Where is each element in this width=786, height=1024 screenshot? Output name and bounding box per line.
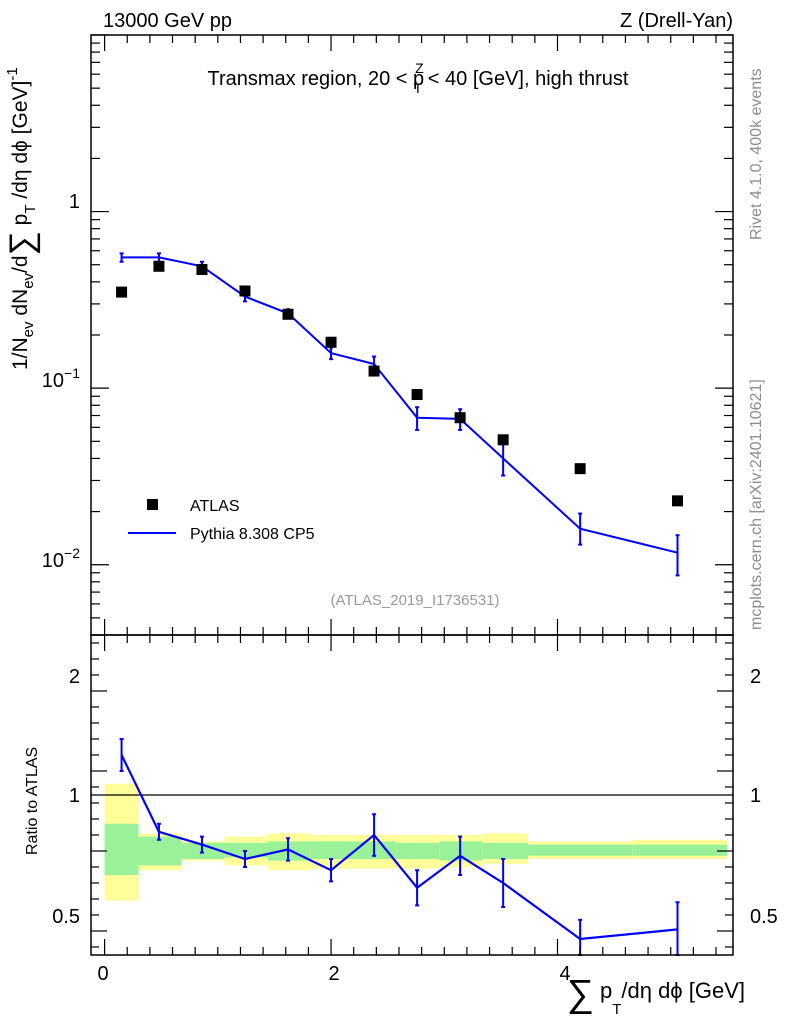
atlas-point <box>411 389 423 401</box>
mcplots-label: mcplots.cern.ch [arXiv:2401.10621] <box>748 379 765 630</box>
rivet-label: Rivet 4.1.0, 400k events <box>748 68 765 240</box>
atlas-point <box>454 412 466 424</box>
atlas-point <box>672 495 684 507</box>
ratio-band-inner <box>353 841 397 859</box>
legend: ATLAS Pythia 8.308 CP5 <box>128 498 315 543</box>
ratio-band-inner <box>310 841 354 859</box>
x-tick-label-4: 4 <box>559 963 570 985</box>
y-tick-label-1: 1 <box>69 191 80 213</box>
ratio-band-inner <box>632 844 728 856</box>
legend-label-atlas: ATLAS <box>190 498 240 515</box>
ratio-tick-label-0.5: 0.5 <box>52 906 80 928</box>
main-panel: Transmax region, 20 < pZ T < 40 [GeV], hi… <box>3 34 734 636</box>
ratio-band-inner <box>396 843 440 859</box>
atlas-point <box>325 336 337 348</box>
ratio-band-inner <box>439 841 483 861</box>
legend-marker-atlas <box>147 499 158 510</box>
analysis-label: (ATLAS_2019_I1736531) <box>330 592 499 609</box>
ratio-tick-label-2-right: 2 <box>750 666 761 688</box>
header-left: 13000 GeV pp <box>103 10 232 32</box>
ratio-tick-label-1-right: 1 <box>750 785 761 807</box>
ratio-frame <box>90 634 734 956</box>
ratio-uncertainty-bands <box>104 783 728 901</box>
x-tick-label-2: 2 <box>328 963 339 985</box>
main-axis-ticks <box>91 34 733 636</box>
main-series <box>116 252 684 577</box>
y-tick-label-0.1: 10−1 <box>42 365 80 392</box>
ratio-y-axis-label: Ratio to ATLAS <box>24 747 41 855</box>
legend-label-pythia: Pythia 8.308 CP5 <box>190 526 315 543</box>
atlas-point <box>116 286 128 298</box>
x-axis-label: ∑ pT/dη dϕ [GeV] <box>567 973 745 1018</box>
atlas-point <box>196 263 208 275</box>
pythia-line <box>121 256 678 554</box>
atlas-point <box>368 365 380 377</box>
ratio-band-inner <box>528 844 633 856</box>
ratio-tick-label-2: 2 <box>69 666 80 688</box>
atlas-point <box>153 260 165 272</box>
atlas-point <box>574 463 586 475</box>
y-axis-label: 1/Nev dNev/d∑ pT /dη dϕ [GeV]-1 <box>3 67 41 370</box>
main-frame <box>90 34 734 636</box>
chart-title: Transmax region, 20 < pZ T < 40 [GeV], hi… <box>208 60 629 96</box>
ratio-band-inner <box>138 836 182 866</box>
ratio-band-inner <box>181 843 225 859</box>
atlas-point <box>239 285 251 297</box>
ratio-line <box>120 754 678 941</box>
ratio-band-inner <box>482 843 529 859</box>
ratio-band-inner <box>104 823 139 875</box>
atlas-point <box>497 434 509 446</box>
ratio-tick-label-0.5-right: 0.5 <box>750 906 778 928</box>
atlas-point <box>282 308 294 320</box>
header-right: Z (Drell-Yan) <box>620 10 733 32</box>
ratio-axis-ticks <box>91 635 733 955</box>
ratio-tick-label-1: 1 <box>69 785 80 807</box>
ratio-panel: 2 1 0.5 2 1 0.5 Ratio to ATLAS 0 2 4 ∑ p… <box>24 634 778 1018</box>
x-tick-label-0: 0 <box>97 963 108 985</box>
y-tick-label-0.01: 10−2 <box>42 545 80 572</box>
